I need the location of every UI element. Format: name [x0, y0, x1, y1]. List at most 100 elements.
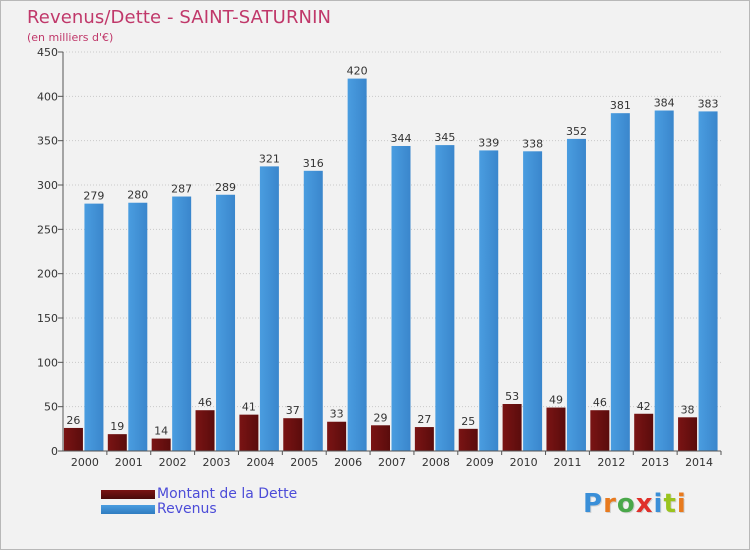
bar-revenus [698, 111, 718, 451]
data-label-revenus: 279 [83, 190, 104, 203]
y-tick-label: 400 [37, 90, 58, 103]
data-label-dette: 14 [154, 425, 168, 438]
data-label-revenus: 321 [259, 152, 280, 165]
y-tick-label: 50 [44, 401, 58, 414]
data-label-revenus: 383 [698, 97, 719, 110]
bar-revenus [172, 196, 192, 451]
legend-label-dette: Montant de la Dette [157, 486, 298, 502]
x-tick-label: 2006 [334, 456, 362, 469]
x-tick-label: 2001 [115, 456, 143, 469]
legend-item-dette: Montant de la Dette [101, 487, 297, 502]
bar-dette [327, 421, 347, 451]
bar-chart: 2627919280142874628941321373163342029344… [37, 46, 722, 469]
chart-subtitle: (en milliers d'€) [27, 31, 114, 44]
proxiti-logo: Proxiti [583, 489, 687, 519]
bar-revenus [610, 113, 630, 452]
data-label-revenus: 384 [654, 97, 675, 110]
x-tick-label: 2009 [466, 456, 494, 469]
y-tick-label: 0 [51, 445, 58, 458]
bar-dette [458, 428, 478, 451]
bars [63, 78, 718, 452]
data-label-dette: 46 [593, 396, 607, 409]
logo-letter: i [653, 489, 664, 519]
legend: Montant de la Dette Revenus [101, 487, 297, 517]
bar-dette [546, 407, 566, 451]
x-tick-label: 2014 [685, 456, 713, 469]
data-label-dette: 37 [286, 404, 300, 417]
y-tick-label: 300 [37, 179, 58, 192]
logo-letter: x [635, 489, 654, 519]
logo-letter: i [676, 489, 687, 519]
logo-letter: t [663, 489, 677, 519]
y-tick-label: 450 [37, 46, 58, 59]
chart-title: Revenus/Dette - SAINT-SATURNIN [27, 7, 332, 28]
bar-dette [239, 414, 259, 451]
data-label-revenus: 338 [522, 137, 543, 150]
data-labels: 26 279 19 280 14 287 46 289 41 321 37 316 33 420 29 344… [66, 65, 718, 438]
bar-dette [414, 427, 434, 451]
data-label-dette: 53 [505, 390, 519, 403]
bar-revenus [435, 145, 455, 451]
data-label-dette: 38 [681, 403, 695, 416]
data-label-revenus: 352 [566, 125, 587, 138]
x-tick-label: 2007 [378, 456, 406, 469]
bar-dette [590, 410, 610, 451]
data-label-dette: 26 [66, 414, 80, 427]
x-tick-label: 2012 [597, 456, 625, 469]
legend-swatch-revenus [101, 505, 155, 514]
bar-revenus [216, 194, 236, 451]
x-tick-label: 2005 [290, 456, 318, 469]
bar-dette [195, 410, 215, 451]
bar-revenus [479, 150, 499, 452]
bar-dette [283, 418, 303, 451]
bar-dette [502, 404, 522, 451]
x-tick-label: 2010 [510, 456, 538, 469]
x-tick-label: 2004 [246, 456, 274, 469]
data-label-dette: 33 [330, 408, 344, 421]
data-label-dette: 42 [637, 400, 651, 413]
bar-dette [634, 413, 654, 451]
data-label-revenus: 345 [434, 131, 455, 144]
data-label-revenus: 344 [391, 132, 412, 145]
legend-swatch-dette [101, 490, 155, 499]
bar-revenus [84, 203, 104, 451]
bar-revenus [523, 151, 543, 451]
data-label-dette: 29 [374, 411, 388, 424]
bar-dette [371, 425, 390, 451]
bar-revenus [303, 170, 323, 451]
logo-letter: o [616, 489, 636, 519]
data-label-revenus: 287 [171, 183, 192, 196]
y-tick-label: 350 [37, 135, 58, 148]
y-tick-label: 100 [37, 356, 58, 369]
y-tick-label: 250 [37, 223, 58, 236]
data-label-revenus: 316 [303, 157, 324, 170]
logo-letter: P [583, 489, 604, 519]
bar-revenus [566, 138, 586, 452]
data-label-dette: 25 [461, 415, 475, 428]
bar-revenus [391, 145, 411, 451]
data-label-revenus: 420 [347, 65, 368, 78]
bar-revenus [347, 78, 367, 451]
bar-revenus [128, 202, 148, 451]
data-label-dette: 27 [417, 413, 431, 426]
data-label-revenus: 289 [215, 181, 236, 194]
legend-item-revenus: Revenus [101, 502, 297, 517]
bar-dette [63, 427, 83, 451]
x-tick-label: 2008 [422, 456, 450, 469]
x-tick-label: 2003 [203, 456, 231, 469]
data-label-dette: 19 [110, 420, 124, 433]
data-label-dette: 41 [242, 401, 256, 414]
x-tick-label: 2013 [641, 456, 669, 469]
y-tick-label: 150 [37, 312, 58, 325]
data-label-revenus: 280 [127, 189, 148, 202]
bar-dette [678, 417, 698, 451]
bar-revenus [654, 110, 674, 452]
bar-revenus [259, 166, 279, 451]
legend-label-revenus: Revenus [157, 501, 217, 517]
data-label-dette: 49 [549, 394, 563, 407]
axes: 0 50 100 150 200 250 300 350 400 450 2000 2001 2002 2… [37, 46, 722, 469]
data-label-revenus: 339 [478, 136, 499, 149]
logo-letter: r [603, 489, 617, 519]
x-tick-label: 2011 [553, 456, 581, 469]
